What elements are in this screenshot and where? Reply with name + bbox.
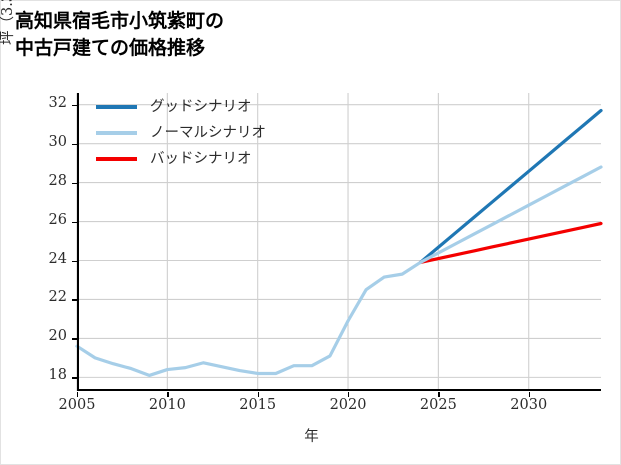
legend-item[interactable]: グッドシナリオ [96,95,326,121]
legend-label: ノーマルシナリオ [150,125,266,141]
y-tick-mark [72,143,77,145]
y-tick-label: 20 [48,328,67,345]
legend-color-swatch [96,157,137,161]
y-axis-label: 坪（3.3㎡）単価（万円） [0,0,17,101]
x-tick-label: 2020 [329,397,367,413]
x-tick-label: 2005 [58,397,96,413]
x-tick-label: 2015 [239,397,277,413]
y-tick-label: 24 [48,250,67,267]
x-axis-label: 年 [304,429,319,445]
legend-color-swatch [96,105,137,109]
plot-frame [77,93,601,391]
legend-color-swatch [96,131,137,135]
chart-legend: グッドシナリオ ノーマルシナリオ バッドシナリオ [96,95,326,173]
x-tick-mark [167,392,169,397]
grid-lines [76,93,601,391]
y-tick-mark [72,377,77,379]
x-tick-label: 2030 [510,397,548,413]
y-tick-label: 22 [48,289,67,306]
x-tick-mark [348,392,350,397]
x-tick-label: 2010 [148,397,186,413]
x-tick-mark [77,392,79,397]
y-tick-mark [72,260,77,262]
chart-title: 高知県宿毛市小筑紫町の 中古戸建ての価格推移 [15,11,225,59]
legend-item[interactable]: バッドシナリオ [96,147,326,173]
y-tick-mark [72,221,77,223]
plot-area [75,93,603,391]
y-tick-mark [72,182,77,184]
legend-label: バッドシナリオ [150,151,252,167]
y-tick-mark [72,104,77,106]
x-tick-mark [438,392,440,397]
y-tick-label: 32 [48,94,67,111]
series-lines [75,108,603,378]
x-tick-label: 2025 [419,397,457,413]
y-tick-label: 18 [48,367,67,384]
x-tick-mark [528,392,531,397]
y-tick-mark [72,299,77,301]
y-tick-label: 28 [48,172,67,189]
legend-item[interactable]: ノーマルシナリオ [96,121,326,147]
y-tick-label: 30 [48,133,67,150]
y-tick-label: 26 [48,211,67,228]
legend-label: グッドシナリオ [150,99,252,115]
y-tick-mark [72,338,77,340]
x-tick-mark [257,392,259,397]
